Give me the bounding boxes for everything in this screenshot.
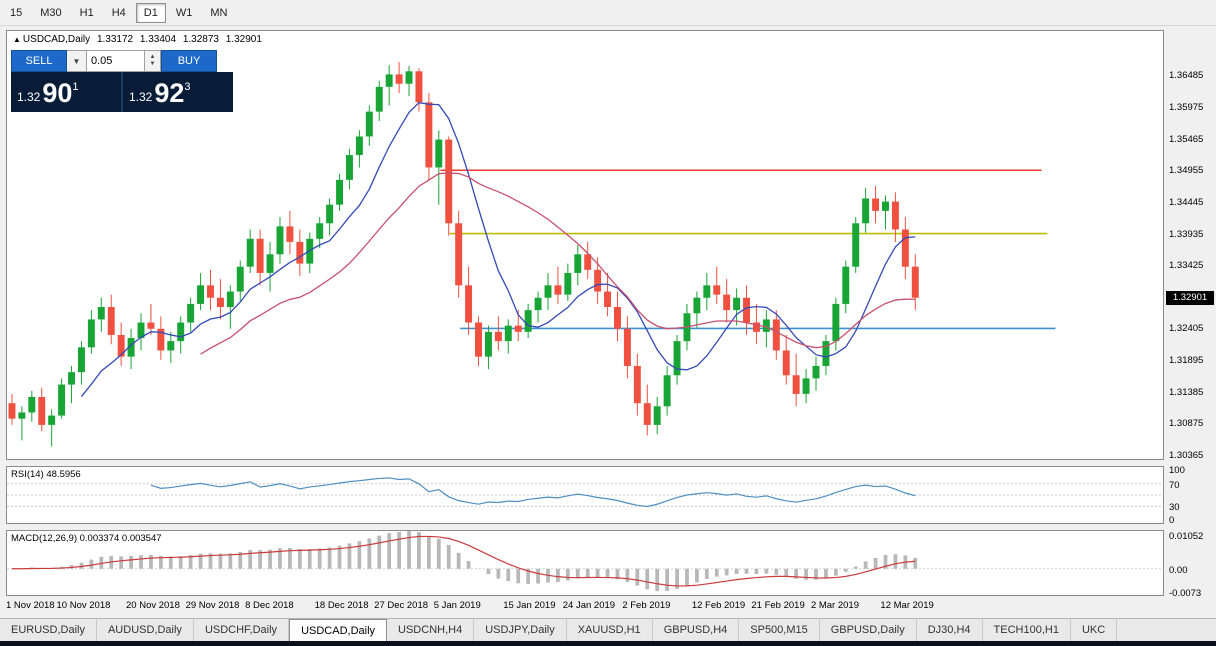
sell-price-prefix: 1.32 [17,90,41,104]
macd-pane[interactable]: MACD(12,26,9) 0.003374 0.003547 [6,530,1164,596]
date-label: 20 Nov 2018 [126,600,180,611]
date-label: 27 Dec 2018 [374,600,429,611]
buy-price-prefix: 1.32 [129,90,153,104]
bottom-strip [0,641,1216,646]
chart-tab-dj30[interactable]: DJ30,H4 [917,619,983,641]
rsi-axis-tick: 0 [1169,515,1175,526]
symbol-tab-bar: EURUSD,Daily AUDUSD,Daily USDCHF,Daily USDC… [0,618,1216,641]
date-axis[interactable]: 1 Nov 2018 10 Nov 2018 20 Nov 2018 29 Nov 2… [6,598,1164,614]
sell-price-display[interactable]: 1.32 90 1 [11,72,123,112]
date-label: 10 Nov 2018 [56,600,111,611]
sell-button[interactable]: SELL [11,50,67,72]
chart-tab-usdjpy[interactable]: USDJPY,Daily [474,619,567,641]
date-label: 15 Jan 2019 [503,600,556,611]
buy-button[interactable]: BUY [161,50,217,72]
date-label: 12 Feb 2019 [691,600,746,611]
rsi-pane[interactable]: RSI(14) 48.5956 [6,466,1164,524]
macd-axis-tick: 0.01052 [1169,531,1204,542]
macd-chart [7,531,1163,592]
trade-controls-row: SELL ▼ ▲ ▼ BUY [11,50,233,72]
rsi-chart [7,477,1163,508]
date-label: 8 Dec 2018 [245,600,294,611]
chart-tab-gbpusd[interactable]: GBPUSD,H4 [653,619,740,641]
timeframe-toolbar: 15 M30 H1 H4 D1 W1 MN [0,0,1216,26]
date-label: 1 Nov 2018 [6,600,55,611]
ohlc-low: 1.32873 [182,34,219,45]
chart-tab-usdcad[interactable]: USDCAD,Daily [289,619,388,641]
price-tick: 1.30365 [1169,449,1204,461]
price-tick: 1.31385 [1169,386,1204,398]
one-click-trading-panel: SELL ▼ ▲ ▼ BUY 1.32 90 1 1.32 92 3 [11,50,233,112]
chart-tab-sp500[interactable]: SP500,M15 [739,619,820,641]
chevron-down-icon: ▼ [72,56,81,66]
price-tick: 1.32405 [1169,323,1204,335]
volume-input[interactable] [87,50,145,72]
ohlc-close: 1.32901 [225,34,262,45]
spin-down-icon[interactable]: ▼ [149,61,156,67]
candlestick-chart[interactable] [7,31,1163,459]
date-label: 21 Feb 2019 [751,600,805,611]
timeframe-button-h4[interactable]: H4 [111,6,126,19]
chart-tab-usdcnh[interactable]: USDCNH,H4 [387,619,475,641]
macd-axis-tick: -0.0073 [1169,588,1202,599]
date-label: 12 Mar 2019 [880,600,934,611]
chart-tab-xauusd[interactable]: XAUUSD,H1 [567,619,653,641]
price-tick: 1.35465 [1169,133,1204,145]
collapse-icon[interactable]: ▲ [13,35,21,44]
price-tick: 1.34445 [1169,196,1204,208]
timeframe-button-mn[interactable]: MN [210,6,228,19]
timeframe-button-d1[interactable]: D1 [135,2,166,23]
price-axis[interactable]: 1.36485 1.35975 1.35465 1.34955 1.34445 1.339… [1166,0,1216,616]
moving-average-line [80,102,916,397]
timeframe-button-w1[interactable]: W1 [175,6,193,19]
chart-tab-tech100[interactable]: TECH100,H1 [983,619,1071,641]
volume-dropdown[interactable]: ▼ [67,50,87,72]
chart-symbol-period: USDCAD,Daily [22,34,91,45]
price-pane[interactable]: ▲ USDCAD,Daily 1.33172 1.33404 1.32873 1.… [6,30,1164,460]
sell-price-digits: 90 [42,78,73,108]
moving-average-line [200,172,916,355]
current-price-badge: 1.32901 [1166,290,1214,305]
macd-signal-line [11,535,916,587]
date-label: 2 Feb 2019 [622,600,671,611]
rsi-label: RSI(14) 48.5956 [11,469,81,480]
price-tick: 1.33935 [1169,228,1204,240]
timeframe-button-h1[interactable]: H1 [79,6,94,19]
date-label: 29 Nov 2018 [185,600,240,611]
ohlc-high: 1.33404 [139,34,177,45]
volume-stepper[interactable]: ▲ ▼ [145,50,161,72]
chart-tab-audusd[interactable]: AUDUSD,Daily [97,619,194,641]
price-tick: 1.30875 [1169,418,1204,430]
price-tick: 1.35975 [1169,101,1204,113]
rsi-axis-tick: 30 [1169,502,1180,514]
buy-price-digits: 92 [154,78,185,108]
sell-price-pip: 1 [72,81,79,93]
date-label: 2 Mar 2019 [810,600,859,611]
rsi-axis-tick: 100 [1169,465,1185,476]
price-tick: 1.34955 [1169,165,1204,177]
macd-axis-tick: 0.00 [1169,564,1188,576]
ohlc-open: 1.33172 [96,34,134,45]
rsi-line [150,477,916,508]
price-tick: 1.31895 [1169,355,1204,367]
chart-ohlc-header: ▲ USDCAD,Daily 1.33172 1.33404 1.32873 1.… [13,34,266,45]
rsi-axis-tick: 70 [1169,479,1180,491]
chart-tab-gbpusd[interactable]: GBPUSD,Daily [820,619,917,641]
timeframe-button-15[interactable]: 15 [10,6,23,19]
price-tick: 1.33425 [1169,260,1204,272]
price-tick: 1.36485 [1169,70,1204,82]
chart-tab-eurusd[interactable]: EURUSD,Daily [0,619,97,641]
date-label: 5 Jan 2019 [433,600,481,611]
chart-tab-ukc[interactable]: UKC [1071,619,1118,641]
buy-price-display[interactable]: 1.32 92 3 [123,72,233,112]
buy-price-pip: 3 [184,81,191,93]
date-label: 24 Jan 2019 [562,600,616,611]
macd-label: MACD(12,26,9) 0.003374 0.003547 [11,533,162,544]
spin-up-icon[interactable]: ▲ [149,54,156,60]
date-label: 18 Dec 2018 [314,600,369,611]
bid-ask-display: 1.32 90 1 1.32 92 3 [11,72,233,112]
timeframe-button-m30[interactable]: M30 [40,6,62,19]
chart-tab-usdchf[interactable]: USDCHF,Daily [194,619,290,641]
